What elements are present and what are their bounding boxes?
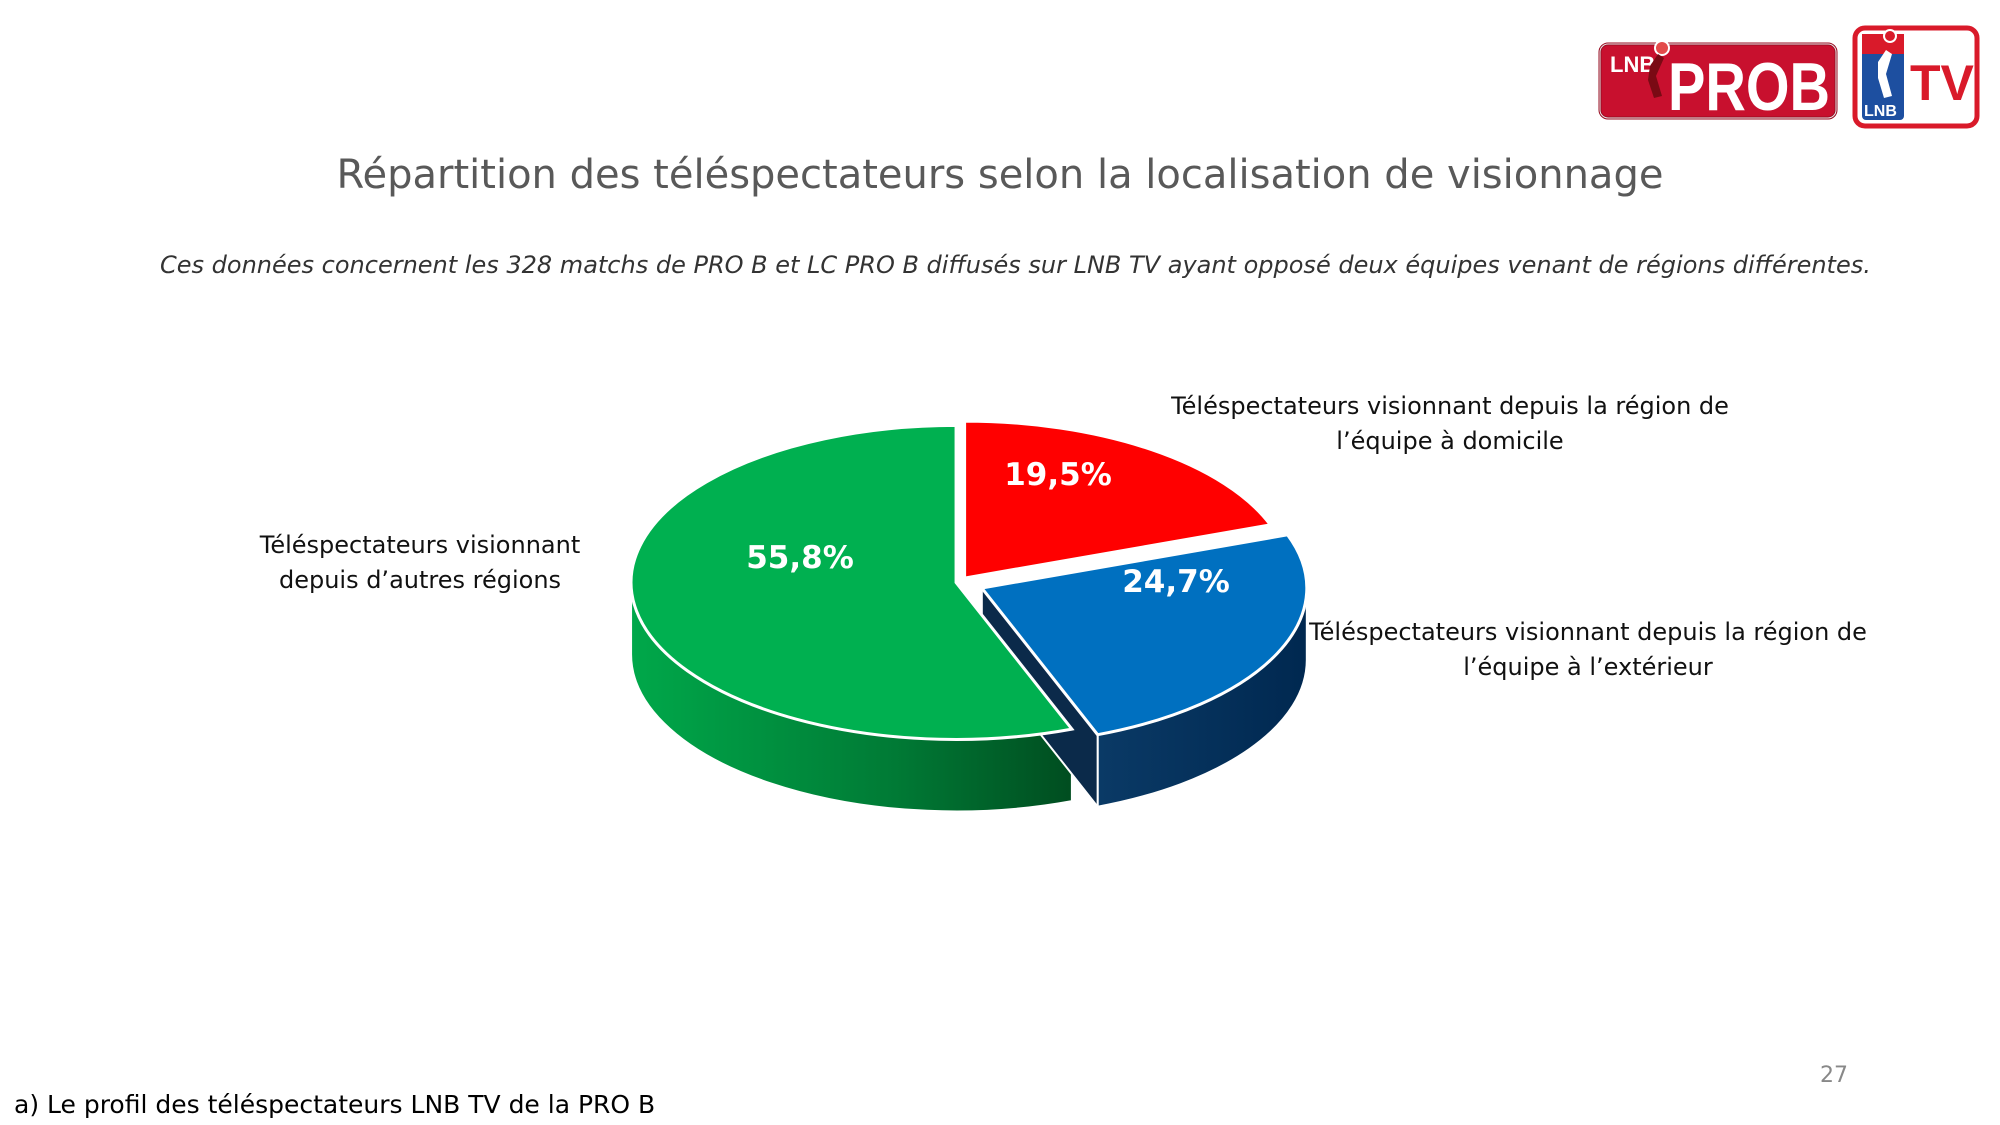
slice-value-label-3: 55,8% — [746, 540, 854, 576]
pie-slice-1 — [963, 419, 1274, 580]
chart-title: Répartition des téléspectateurs selon la… — [336, 152, 1664, 198]
logo-tv-small-text: LNB — [1864, 103, 1897, 120]
section-label: a) Le profil des téléspectateurs LNB TV … — [14, 1090, 656, 1119]
lnb-tv-logo: LNB TV — [1852, 25, 1980, 129]
pie-slice-3 — [629, 423, 1075, 741]
logo-tv-big-text: TV — [1910, 55, 1975, 111]
slide-number: 27 — [1820, 1063, 1848, 1088]
logo-prob-small-text: LNB — [1610, 52, 1655, 77]
logo-prob-big-text: PROB — [1668, 49, 1830, 120]
pie-slice-2 — [979, 533, 1309, 737]
slice-value-label-2: 24,7% — [1122, 564, 1230, 600]
lnb-pro-b-logo: LNB PROB — [1598, 40, 1838, 120]
slice-category-label-2: Téléspectateurs visionnant depuis la rég… — [1308, 618, 1867, 681]
slice-category-label-3: Téléspectateurs visionnant depuis d’autre… — [259, 531, 580, 594]
slice-category-label-1: Téléspectateurs visionnant depuis la rég… — [1170, 392, 1729, 455]
slice-value-label-1: 19,5% — [1004, 457, 1112, 493]
chart-subtitle: Ces données concernent les 328 matchs de… — [160, 251, 1871, 279]
